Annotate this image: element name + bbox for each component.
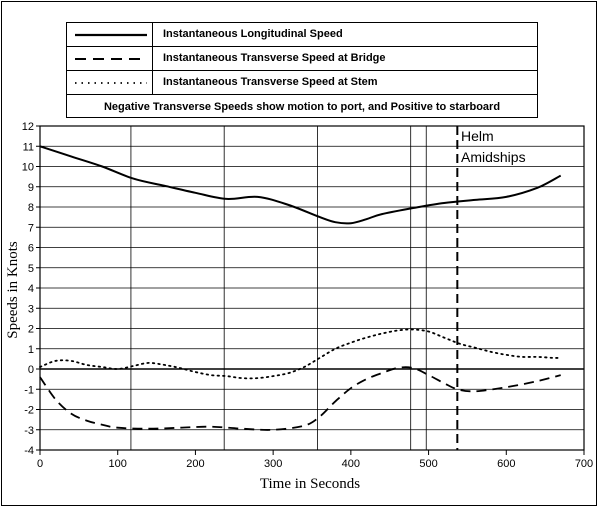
y-tick-label: 0 — [28, 364, 34, 376]
y-tick-label: -3 — [24, 425, 34, 437]
x-tick-label: 300 — [264, 458, 282, 470]
tick-layer: 0 100 200 300 400 500 600 700-4-3-2-10123456789… — [22, 121, 593, 470]
x-tick-label: 600 — [497, 458, 515, 470]
legend-note: Negative Transverse Speeds show motion t… — [103, 101, 501, 113]
y-tick-label: 2 — [28, 324, 34, 336]
y-tick-label: -2 — [24, 405, 34, 417]
y-tick-label: -1 — [24, 384, 34, 396]
y-axis-title: Speeds in Knots — [5, 241, 21, 339]
series-longitudinal-line — [39, 145, 562, 225]
y-tick-label: -4 — [24, 445, 34, 457]
legend-sample-dashed — [67, 47, 153, 70]
x-tick-label: 200 — [186, 458, 204, 470]
x-tick-label: 500 — [419, 458, 437, 470]
legend-row-note: Negative Transverse Speeds show motion t… — [67, 95, 537, 119]
x-tick-label: 100 — [109, 458, 127, 470]
legend: Instantaneous Longitudinal Speed Instant… — [66, 22, 538, 118]
y-tick-label: 5 — [28, 263, 34, 275]
y-tick-label: 4 — [28, 283, 34, 295]
legend-label-bridge: Instantaneous Transverse Speed at Bridge — [163, 52, 386, 64]
legend-sample-solid — [67, 23, 153, 46]
legend-row-longitudinal: Instantaneous Longitudinal Speed — [67, 23, 537, 47]
legend-label-longitudinal: Instantaneous Longitudinal Speed — [163, 28, 343, 40]
annotation-helm: Helm — [461, 128, 494, 144]
legend-row-stem: Instantaneous Transverse Speed at Stem — [67, 71, 537, 95]
x-tick-label: 400 — [342, 458, 360, 470]
y-tick-label: 6 — [28, 243, 34, 255]
y-tick-label: 3 — [28, 303, 34, 315]
marker-layer — [130, 126, 459, 450]
legend-sample-dotted — [67, 71, 153, 94]
series-stem-line — [39, 328, 562, 380]
y-tick-label: 10 — [22, 162, 34, 174]
axis-layer — [36, 125, 585, 455]
series-bridge-line — [39, 366, 561, 431]
y-tick-label: 12 — [22, 121, 34, 133]
x-tick-label: 0 — [37, 458, 43, 470]
y-tick-label: 11 — [23, 141, 34, 153]
x-tick-label: 700 — [575, 458, 593, 470]
y-tick-label: 7 — [28, 222, 34, 234]
y-tick-label: 8 — [28, 202, 34, 214]
legend-row-bridge: Instantaneous Transverse Speed at Bridge — [67, 47, 537, 71]
y-tick-label: 1 — [28, 344, 34, 356]
y-tick-label: 9 — [28, 182, 34, 194]
legend-label-stem: Instantaneous Transverse Speed at Stem — [163, 76, 378, 88]
annotation-amidships: Amidships — [461, 149, 526, 165]
x-axis-title: Time in Seconds — [260, 476, 360, 492]
series-layer — [39, 145, 562, 431]
